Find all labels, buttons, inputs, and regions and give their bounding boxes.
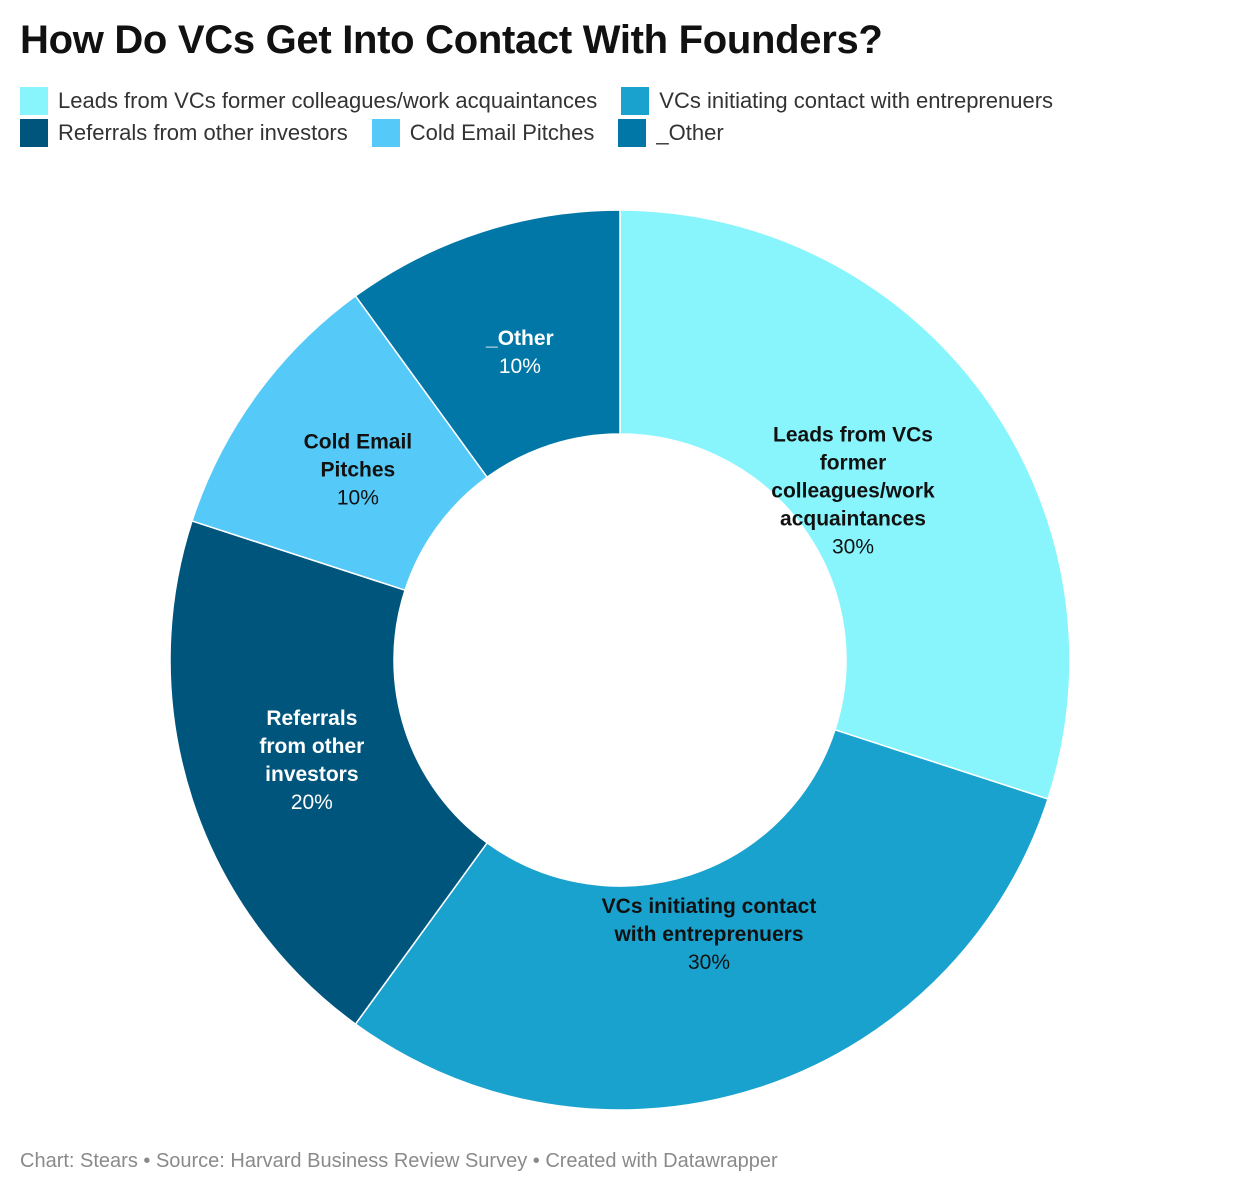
legend-label-vcs-initiating: VCs initiating contact with entreprenuer… [659, 88, 1054, 113]
slice-label-line: colleagues/work [771, 480, 935, 503]
slice-label-line: VCs initiating contact [602, 895, 817, 918]
legend-item-other: _Other [618, 119, 724, 147]
legend-label-referrals: Referrals from other investors [58, 120, 348, 145]
slice-label-leads: Leads from VCs former colleagues/work acqua… [771, 424, 935, 559]
slice-label-line: Referrals [266, 707, 357, 730]
slice-label-line: acquaintances [780, 508, 926, 531]
legend-swatch-other [618, 119, 647, 147]
slice-label-vcs-initiating: VCs initiating contact with entreprenuers… [602, 895, 817, 974]
slice-label-line: _Other [485, 327, 554, 350]
slice-label-line: Cold Email [304, 431, 413, 454]
slice-label-line: from other [259, 735, 364, 758]
donut-slices [169, 209, 1071, 1111]
slice-label-line: Pitches [321, 459, 396, 482]
slice-label-line: former [820, 452, 887, 475]
slice-label-line: Leads from VCs [773, 424, 933, 447]
legend-swatch-leads [20, 87, 48, 115]
legend-item-leads: Leads from VCs former colleagues/work ac… [20, 87, 598, 115]
slice-vcs-initiating [354, 728, 1049, 1111]
slice-other [354, 209, 621, 479]
chart-title: How Do VCs Get Into Contact With Founder… [20, 18, 883, 62]
legend-label-leads: Leads from VCs former colleagues/work ac… [58, 88, 598, 113]
legend-swatch-cold-email [371, 119, 400, 147]
slice-label-cold-email: Cold Email Pitches 10% [304, 431, 413, 510]
slice-label-other: _Other 10% [485, 327, 554, 378]
donut-labels: Leads from VCs former colleagues/work acqua… [259, 327, 935, 974]
slice-label-line: investors [265, 763, 358, 786]
slice-referrals [169, 519, 489, 1026]
slice-value-vcs-initiating: 30% [688, 951, 730, 974]
slice-value-other: 10% [499, 355, 541, 378]
chart-footer: Chart: Stears • Source: Harvard Business… [20, 1150, 778, 1172]
slice-leads [619, 209, 1071, 801]
legend-item-referrals: Referrals from other investors [20, 119, 348, 147]
legend-item-vcs-initiating: VCs initiating contact with entreprenuer… [621, 87, 1054, 115]
legend-item-cold-email: Cold Email Pitches [371, 119, 595, 147]
slice-label-line: with entreprenuers [613, 923, 803, 946]
legend-swatch-referrals [20, 119, 48, 147]
slice-value-cold-email: 10% [337, 487, 379, 510]
slice-label-referrals: Referrals from other investors 20% [259, 707, 364, 814]
slice-value-referrals: 20% [291, 791, 333, 814]
slice-value-leads: 30% [832, 536, 874, 559]
legend-swatch-vcs-initiating [621, 87, 650, 115]
legend-label-cold-email: Cold Email Pitches [409, 120, 595, 145]
chart-legend: Leads from VCs former colleagues/work ac… [20, 87, 1220, 147]
legend-label-other: _Other [656, 120, 724, 145]
